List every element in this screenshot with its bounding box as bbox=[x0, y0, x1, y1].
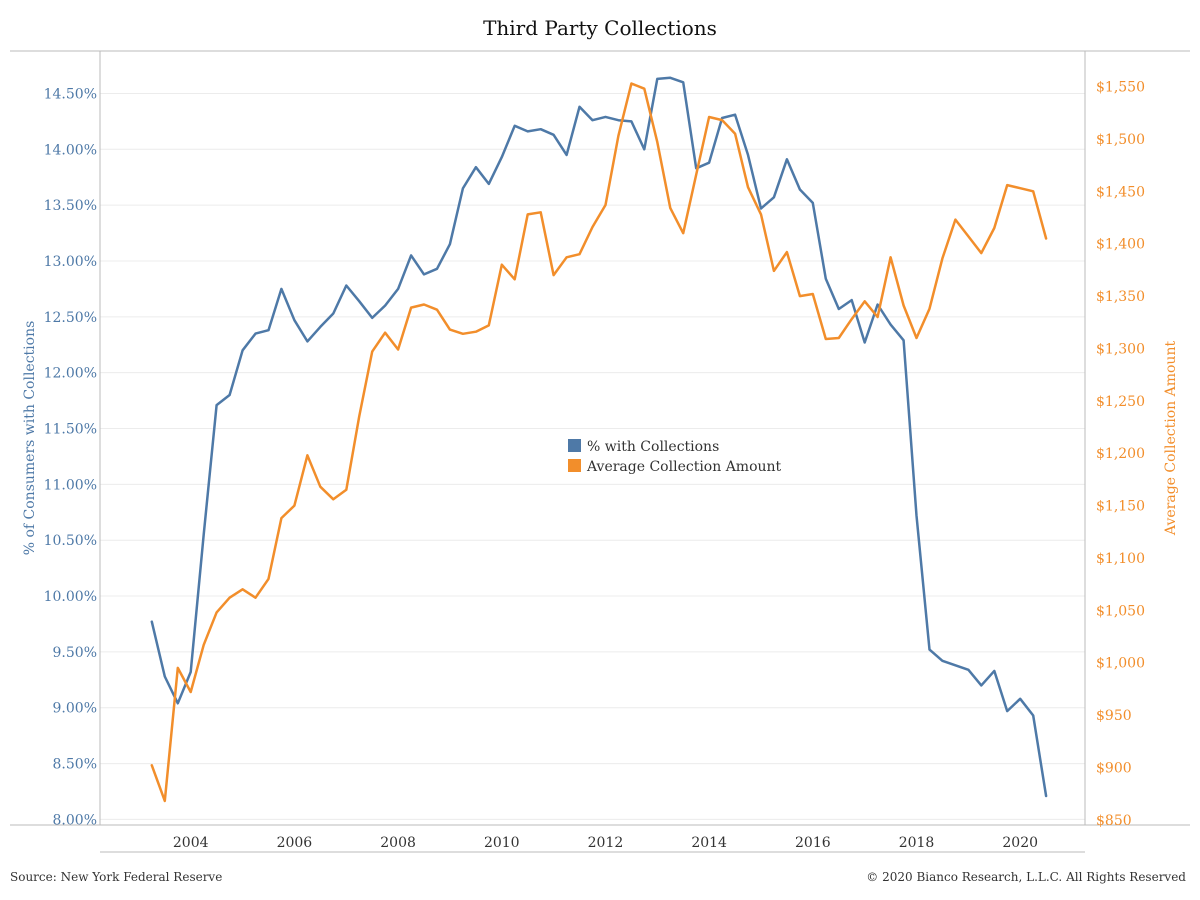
y-left-tick-label: 14.50% bbox=[44, 86, 97, 102]
y-left-tick-label: 10.50% bbox=[44, 533, 97, 549]
x-tick-label: 2010 bbox=[484, 835, 520, 851]
y-right-tick-label: $850 bbox=[1096, 813, 1132, 829]
series-line-pct-with-collections bbox=[150, 76, 1048, 798]
y-right-tick-label: $1,200 bbox=[1096, 446, 1145, 462]
y-right-tick-label: $950 bbox=[1096, 708, 1132, 724]
y-left-tick-label: 14.00% bbox=[44, 142, 97, 158]
y-left-tick-label: 10.00% bbox=[44, 589, 97, 605]
series-lines bbox=[150, 76, 1048, 803]
y-right-tick-label: $1,550 bbox=[1096, 80, 1145, 96]
x-tick-label: 2012 bbox=[588, 835, 624, 851]
y-left-tick-label: 9.00% bbox=[53, 701, 97, 717]
legend-swatch-amount bbox=[568, 459, 581, 472]
y-right-tick-label: $1,000 bbox=[1096, 656, 1145, 672]
x-tick-label: 2006 bbox=[277, 835, 313, 851]
y-right-tick-label: $1,300 bbox=[1096, 341, 1145, 357]
legend-swatch-pct bbox=[568, 439, 581, 452]
y-left-tick-label: 13.00% bbox=[44, 254, 97, 270]
y-left-tick-label: 12.00% bbox=[44, 366, 97, 382]
plot-frame bbox=[10, 50, 1190, 853]
x-tick-label: 2004 bbox=[173, 835, 209, 851]
y-left-tick-label: 11.00% bbox=[44, 477, 97, 493]
x-tick-label: 2008 bbox=[380, 835, 416, 851]
y-right-tick-label: $1,150 bbox=[1096, 499, 1145, 515]
y-right-tick-label: $1,500 bbox=[1096, 132, 1145, 148]
legend: % with Collections Average Collection Am… bbox=[568, 439, 782, 475]
y-left-axis-title: % of Consumers with Collections bbox=[22, 321, 38, 556]
x-tick-label: 2016 bbox=[795, 835, 831, 851]
x-tick-label: 2018 bbox=[899, 835, 935, 851]
y-left-tick-label: 9.50% bbox=[53, 645, 97, 661]
x-tick-label: 2014 bbox=[691, 835, 727, 851]
y-right-tick-label: $1,400 bbox=[1096, 237, 1145, 253]
y-right-tick-label: $1,450 bbox=[1096, 184, 1145, 200]
y-left-tick-label: 11.50% bbox=[44, 422, 97, 438]
series-line-average-collection-amount bbox=[150, 82, 1048, 803]
y-right-tick-label: $1,350 bbox=[1096, 289, 1145, 305]
legend-label-pct: % with Collections bbox=[587, 439, 719, 455]
legend-label-amount: Average Collection Amount bbox=[586, 459, 782, 475]
y-right-tick-label: $900 bbox=[1096, 760, 1132, 776]
y-left-tick-label: 13.50% bbox=[44, 198, 97, 214]
axes: 8.00% 8.50% 9.00% 9.50% 10.00% 10.50% 11.00% 11… bbox=[22, 80, 1179, 851]
x-tick-label: 2020 bbox=[1002, 835, 1038, 851]
source-note: Source: New York Federal Reserve bbox=[10, 870, 223, 884]
y-right-axis-title: Average Collection Amount bbox=[1163, 341, 1179, 537]
y-left-tick-label: 8.50% bbox=[53, 757, 97, 773]
y-right-tick-label: $1,250 bbox=[1096, 394, 1145, 410]
y-right-tick-label: $1,100 bbox=[1096, 551, 1145, 567]
y-right-tick-label: $1,050 bbox=[1096, 603, 1145, 619]
y-left-tick-label: 8.00% bbox=[53, 812, 97, 828]
chart-title: Third Party Collections bbox=[483, 16, 717, 40]
y-left-tick-label: 12.50% bbox=[44, 310, 97, 326]
copyright-note: © 2020 Bianco Research, L.L.C. All Right… bbox=[866, 870, 1186, 884]
gridlines bbox=[100, 92, 1085, 820]
